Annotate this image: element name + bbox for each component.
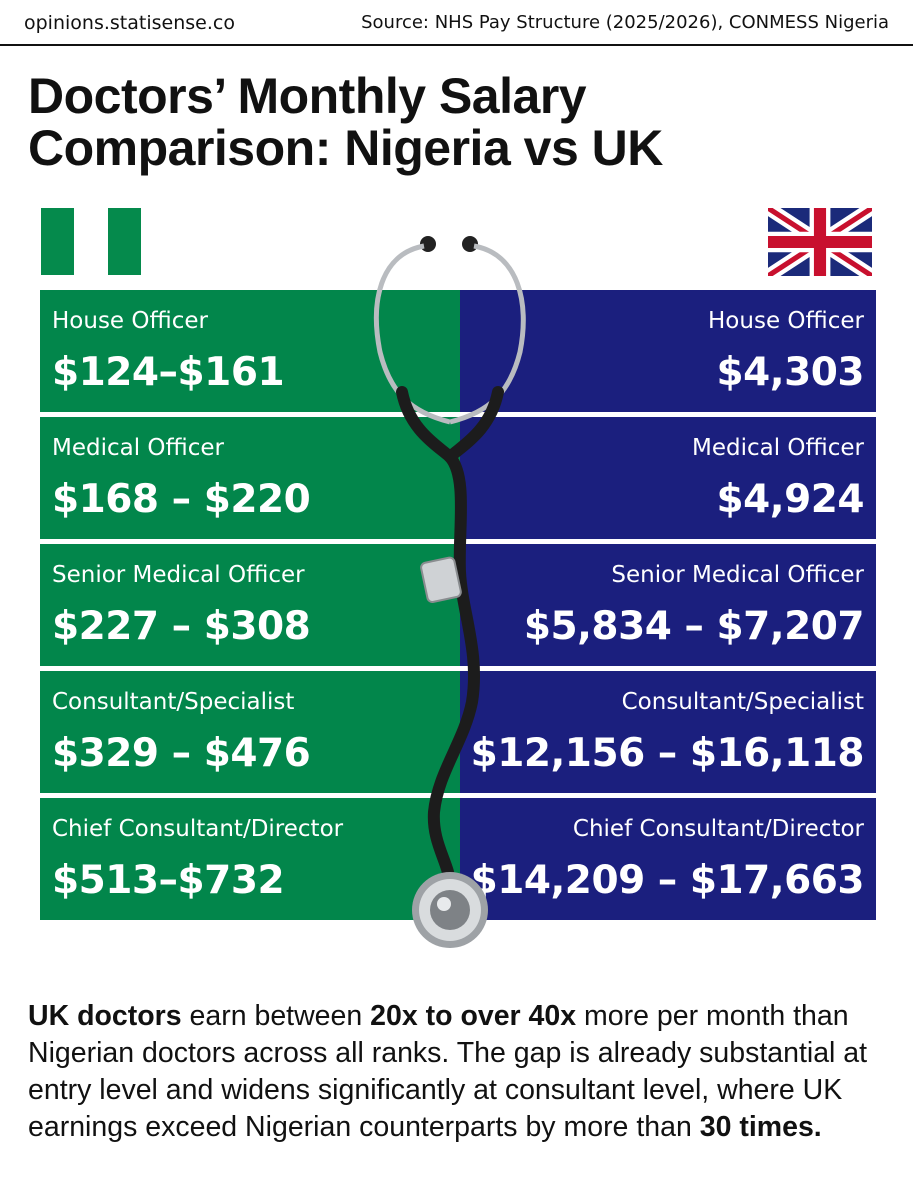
nigeria-rank-label: House Officer [52, 308, 208, 334]
nigeria-salary-row: House Officer $124–$161 [40, 290, 460, 412]
nigeria-rank-label: Medical Officer [52, 435, 225, 461]
uk-rank-label: House Officer [708, 308, 864, 334]
summary-emphasis-times: 30 times. [699, 1111, 822, 1143]
nigeria-salary-amount: $168 – $220 [52, 477, 311, 522]
summary-part-4: more per month than Nigerian doctors acr… [28, 1000, 868, 1143]
nigeria-salary-row: Senior Medical Officer $227 – $308 [40, 544, 460, 666]
uk-rank-label: Chief Consultant/Director [572, 816, 864, 842]
summary-text: UK doctors earn between 20x to over 40x … [28, 998, 888, 1146]
uk-rank-label: Consultant/Specialist [621, 689, 864, 715]
nigeria-panel: House Officer $124–$161 Medical Officer $16… [40, 290, 460, 922]
uk-salary-row: Consultant/Specialist $12,156 – $16,118 [460, 671, 876, 793]
uk-rank-label: Senior Medical Officer [611, 562, 864, 588]
header-bar: opinions.statisense.co Source: NHS Pay S… [0, 0, 913, 46]
page-title: Doctors’ Monthly Salary Comparison: Nige… [28, 70, 888, 174]
summary-part-2: earn between [181, 1000, 371, 1032]
uk-salary-row: Chief Consultant/Director $14,209 – $17,6… [460, 798, 876, 920]
uk-salary-amount: $4,924 [716, 477, 865, 522]
uk-salary-amount: $14,209 – $17,663 [470, 858, 865, 903]
uk-salary-amount: $5,834 – $7,207 [523, 604, 865, 649]
uk-salary-row: House Officer $4,303 [460, 290, 876, 412]
summary-emphasis-uk: UK doctors [28, 1000, 182, 1032]
nigeria-salary-amount: $227 – $308 [52, 604, 311, 649]
nigeria-salary-amount: $513–$732 [52, 858, 285, 903]
uk-flag-icon [768, 208, 872, 276]
uk-salary-row: Senior Medical Officer $5,834 – $7,207 [460, 544, 876, 666]
title-line-1: Doctors’ Monthly Salary [28, 68, 587, 124]
summary-emphasis-range: 20x to over 40x [370, 1000, 577, 1032]
nigeria-salary-amount: $329 – $476 [52, 731, 311, 776]
stethoscope-icon [373, 236, 526, 948]
title-line-2: Comparison: Nigeria vs UK [28, 120, 663, 176]
nigeria-salary-row: Chief Consultant/Director $513–$732 [40, 798, 460, 920]
uk-salary-amount: $12,156 – $16,118 [470, 731, 865, 776]
uk-rank-label: Medical Officer [691, 435, 864, 461]
nigeria-flag-icon [41, 208, 141, 275]
nigeria-rank-label: Consultant/Specialist [52, 689, 295, 715]
nigeria-salary-row: Medical Officer $168 – $220 [40, 417, 460, 539]
uk-salary-row: Medical Officer $4,924 [460, 417, 876, 539]
site-label: opinions.statisense.co [24, 12, 235, 34]
nigeria-salary-row: Consultant/Specialist $329 – $476 [40, 671, 460, 793]
nigeria-salary-amount: $124–$161 [52, 350, 285, 395]
source-label: Source: NHS Pay Structure (2025/2026), C… [361, 12, 889, 33]
nigeria-rank-label: Chief Consultant/Director [52, 816, 344, 842]
nigeria-rank-label: Senior Medical Officer [52, 562, 305, 588]
uk-panel: House Officer $4,303 Medical Officer $4,924… [460, 290, 876, 922]
uk-salary-amount: $4,303 [716, 350, 865, 395]
